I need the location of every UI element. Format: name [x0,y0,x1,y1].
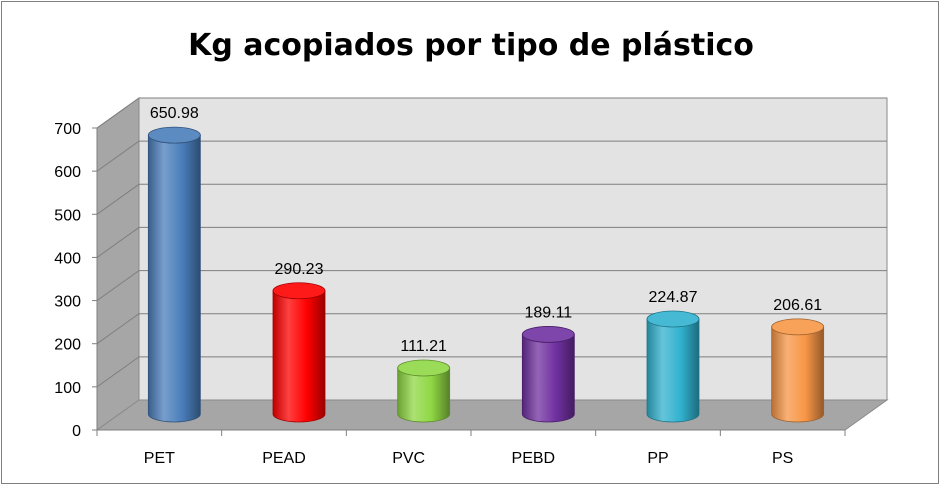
data-label: 650.98 [150,105,199,122]
bar-top [646,310,700,328]
data-labels: 650.98 290.23 111.21 189.11 224.87 206.61 [150,105,822,355]
data-label: 189.11 [524,304,572,321]
data-label: 111.21 [400,338,447,355]
gridline [96,226,887,258]
bar-body [397,367,451,423]
y-tick-label: 0 [72,423,81,440]
x-axis: PET PEAD PVC PEBD PP PS [96,429,846,467]
bar-top [272,282,326,300]
x-tick-label: PET [144,450,175,467]
bar-ps [771,318,825,423]
gridline [96,97,887,129]
y-tick-label: 500 [54,207,81,224]
x-tick-label: PS [772,450,793,467]
gridline [96,270,887,301]
x-tick-label: PVC [392,450,425,467]
bar-pp [646,310,700,423]
y-tick-label: 700 [54,121,81,138]
bar-body [272,290,326,423]
gridline [96,356,887,388]
x-tick-label: PP [647,450,668,467]
bar-top [771,318,825,336]
gridlines [96,97,887,388]
gridline [96,313,887,345]
y-tick-label: 300 [54,294,81,311]
gridline [96,183,887,215]
side-wall [96,97,140,431]
bar-pvc [397,359,451,423]
data-label: 224.87 [649,289,698,306]
y-axis: 0 100 200 300 400 500 600 700 [54,121,98,440]
plot-walls [95,97,889,431]
y-tick-label: 400 [54,250,81,267]
bar-body [147,134,201,423]
back-wall [138,97,888,401]
data-label: 206.61 [773,297,822,314]
floor [95,399,889,431]
bar-body [521,334,575,423]
gridline [96,140,887,172]
x-tick-label: PEAD [262,450,306,467]
chart-title: Kg acopiados por tipo de plástico [188,28,754,63]
y-tick-label: 100 [54,380,81,397]
x-tick-label: PEBD [512,450,556,467]
data-label: 290.23 [275,261,324,278]
bar-pebd [521,326,575,423]
bar-body [771,326,825,423]
bar-pead [272,282,326,423]
bar-top [397,359,451,377]
bar-pet [147,126,201,423]
bar-body [646,318,700,423]
bars [147,126,825,423]
bar-top [521,326,575,343]
bar-top [147,126,201,144]
y-tick-label: 200 [54,337,81,354]
y-tick-label: 600 [54,164,81,181]
